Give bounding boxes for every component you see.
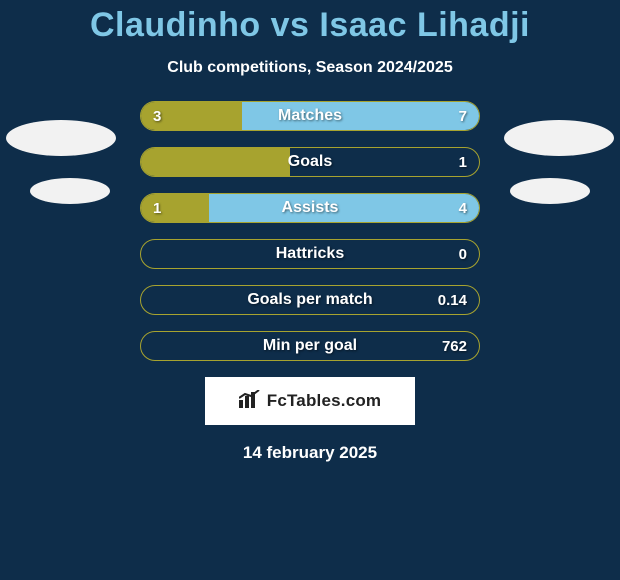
branding-badge: FcTables.com: [205, 377, 415, 425]
stat-row: 3 Matches 7: [140, 101, 480, 131]
chart-icon: [239, 390, 261, 413]
p2-value: 762: [442, 332, 467, 360]
p2-value: 0: [459, 240, 467, 268]
stat-row: Goals 1: [140, 147, 480, 177]
date-label: 14 february 2025: [0, 443, 620, 463]
stat-label: Hattricks: [141, 240, 479, 268]
p2-value: 4: [459, 194, 467, 222]
p2-value: 0.14: [438, 286, 467, 314]
stat-label: Goals: [141, 148, 479, 176]
stat-row: Hattricks 0: [140, 239, 480, 269]
stats-chart: 3 Matches 7 Goals 1 1 Assists 4 Hattrick…: [0, 101, 620, 361]
stat-label: Assists: [141, 194, 479, 222]
page-title: Claudinho vs Isaac Lihadji: [0, 0, 620, 45]
stat-label: Goals per match: [141, 286, 479, 314]
branding-text: FcTables.com: [267, 391, 382, 411]
p2-value: 7: [459, 102, 467, 130]
stat-row: Min per goal 762: [140, 331, 480, 361]
stat-label: Matches: [141, 102, 479, 130]
page-subtitle: Club competitions, Season 2024/2025: [0, 59, 620, 77]
stat-row: 1 Assists 4: [140, 193, 480, 223]
stat-label: Min per goal: [141, 332, 479, 360]
comparison-infographic: Claudinho vs Isaac Lihadji Club competit…: [0, 0, 620, 580]
p2-value: 1: [459, 148, 467, 176]
stat-row: Goals per match 0.14: [140, 285, 480, 315]
